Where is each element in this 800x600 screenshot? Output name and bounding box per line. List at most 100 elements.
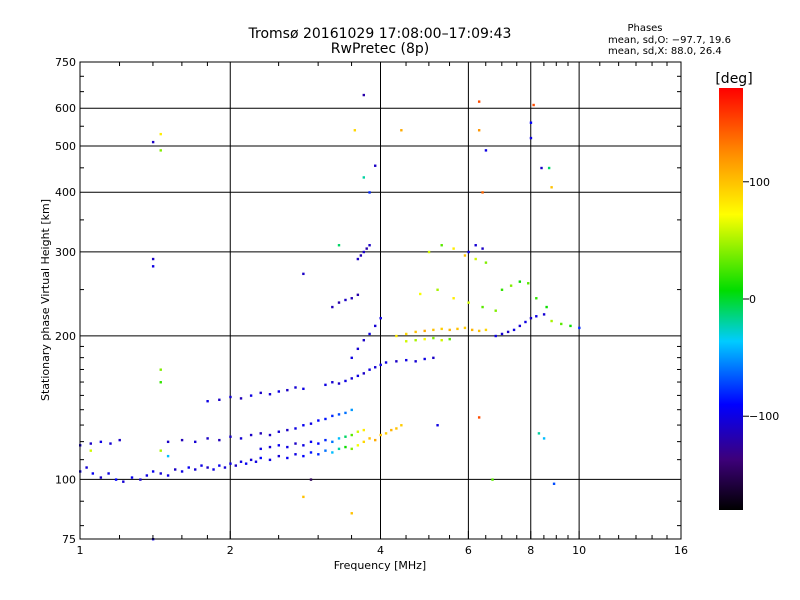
data-point	[337, 437, 341, 440]
data-point	[481, 247, 484, 250]
data-point	[368, 437, 371, 440]
data-point	[249, 394, 253, 397]
data-point	[206, 437, 209, 440]
data-point	[440, 244, 443, 247]
data-point	[173, 468, 177, 471]
data-point	[545, 305, 548, 309]
data-point	[456, 327, 459, 331]
data-point	[368, 368, 371, 371]
x-tick-label: 6	[465, 544, 472, 557]
x-tick-label: 8	[527, 544, 534, 557]
data-point	[218, 438, 221, 442]
data-point	[344, 435, 347, 438]
data-point	[500, 332, 504, 336]
data-point	[331, 414, 334, 418]
data-point	[294, 442, 297, 445]
data-point	[395, 360, 398, 363]
data-point	[414, 338, 417, 342]
data-point	[477, 129, 481, 132]
data-point	[324, 438, 327, 442]
data-points	[79, 93, 581, 541]
data-point	[542, 313, 546, 316]
data-point	[529, 136, 533, 140]
data-point	[477, 416, 481, 419]
data-point	[218, 464, 221, 467]
data-point	[477, 100, 481, 103]
y-tick-label: 400	[55, 186, 76, 199]
data-point	[249, 433, 253, 437]
data-point	[249, 458, 253, 462]
data-point	[374, 164, 377, 167]
data-point	[114, 478, 118, 481]
data-point	[569, 324, 572, 328]
data-point	[294, 386, 297, 389]
data-point	[324, 417, 327, 421]
data-point	[463, 326, 467, 330]
data-point	[353, 129, 357, 132]
data-point	[344, 411, 347, 415]
data-point	[362, 250, 366, 254]
y-tick-label: 100	[55, 473, 76, 486]
data-point	[419, 292, 422, 296]
data-point	[512, 328, 516, 332]
data-point	[374, 366, 377, 369]
data-point	[529, 121, 533, 124]
data-point	[494, 309, 497, 312]
data-point	[350, 512, 353, 515]
chart-title: Tromsø 20161029 17:08:00–17:09:43	[248, 26, 512, 42]
data-point	[317, 453, 320, 456]
data-point	[180, 470, 184, 473]
data-point	[374, 438, 377, 442]
data-point	[436, 424, 439, 427]
data-point	[550, 186, 553, 189]
data-point	[337, 244, 341, 247]
data-point	[122, 480, 125, 483]
data-point	[350, 297, 353, 300]
data-point	[239, 437, 243, 440]
data-point	[356, 293, 360, 297]
data-point	[537, 432, 541, 435]
data-point	[259, 391, 262, 395]
data-point	[448, 328, 451, 332]
data-point	[359, 254, 363, 257]
y-axis-label: Stationary phase Virtual Height [km]	[39, 199, 52, 401]
data-point	[286, 428, 289, 432]
data-point	[452, 247, 455, 250]
data-point	[337, 447, 341, 451]
data-point	[529, 316, 533, 320]
data-point	[356, 430, 360, 433]
data-point	[194, 440, 197, 444]
data-point	[194, 468, 197, 471]
data-point	[277, 454, 281, 458]
data-point	[302, 495, 305, 499]
data-point	[212, 468, 215, 471]
data-point	[390, 428, 393, 432]
data-point	[234, 464, 238, 467]
data-point	[362, 93, 366, 97]
data-point	[302, 454, 305, 458]
data-point	[527, 282, 530, 285]
data-point	[324, 449, 327, 452]
data-point	[414, 330, 417, 334]
data-point	[432, 356, 435, 360]
data-point	[440, 338, 443, 342]
data-point	[268, 445, 272, 449]
data-point	[286, 456, 289, 460]
data-point	[317, 419, 320, 422]
data-point	[535, 315, 538, 318]
data-point	[395, 427, 398, 430]
data-point	[405, 332, 408, 336]
data-point	[440, 327, 443, 331]
colorbar-tick-label: 100	[749, 176, 770, 189]
data-point	[344, 445, 347, 449]
data-point	[99, 440, 103, 444]
data-point	[384, 361, 388, 364]
data-point	[309, 478, 313, 481]
data-point	[423, 357, 426, 361]
data-point	[89, 442, 92, 445]
data-point	[484, 261, 488, 264]
data-point	[302, 444, 305, 447]
data-point	[244, 462, 248, 465]
data-point	[200, 464, 203, 467]
data-point	[151, 265, 155, 268]
